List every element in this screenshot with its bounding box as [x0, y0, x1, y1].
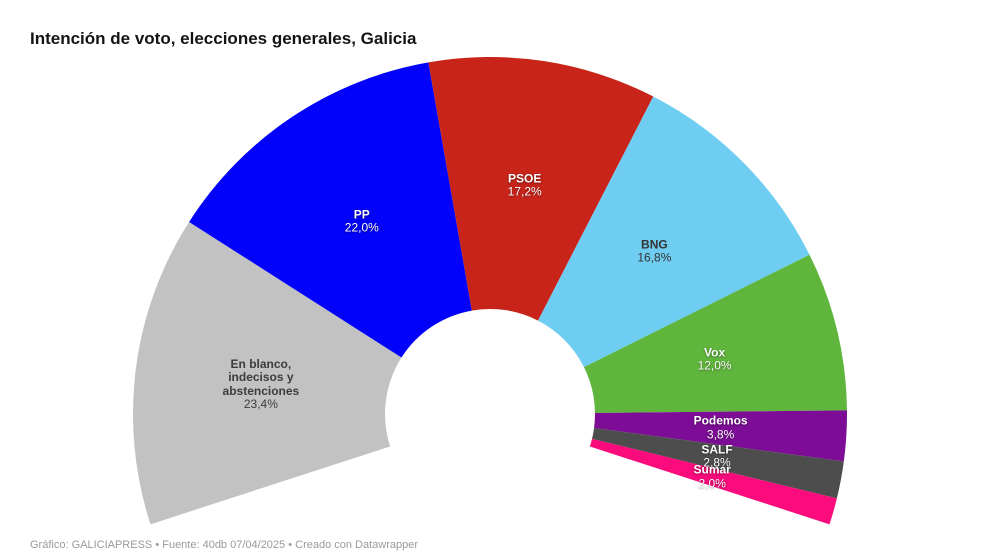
- slice-sumar[interactable]: [589, 438, 837, 525]
- slice-bng[interactable]: [538, 96, 810, 368]
- chart-footer: Gráfico: GALICIAPRESS • Fuente: 40db 07/…: [30, 539, 419, 551]
- slice-psoe[interactable]: [428, 56, 654, 321]
- slice-salf[interactable]: [592, 427, 844, 499]
- slice-en-blanco[interactable]: [132, 221, 402, 525]
- slice-podemos[interactable]: [594, 410, 847, 462]
- chart-title: Intención de voto, elecciones generales,…: [30, 29, 417, 48]
- slice-pp[interactable]: [189, 62, 472, 358]
- slice-vox[interactable]: [583, 254, 847, 413]
